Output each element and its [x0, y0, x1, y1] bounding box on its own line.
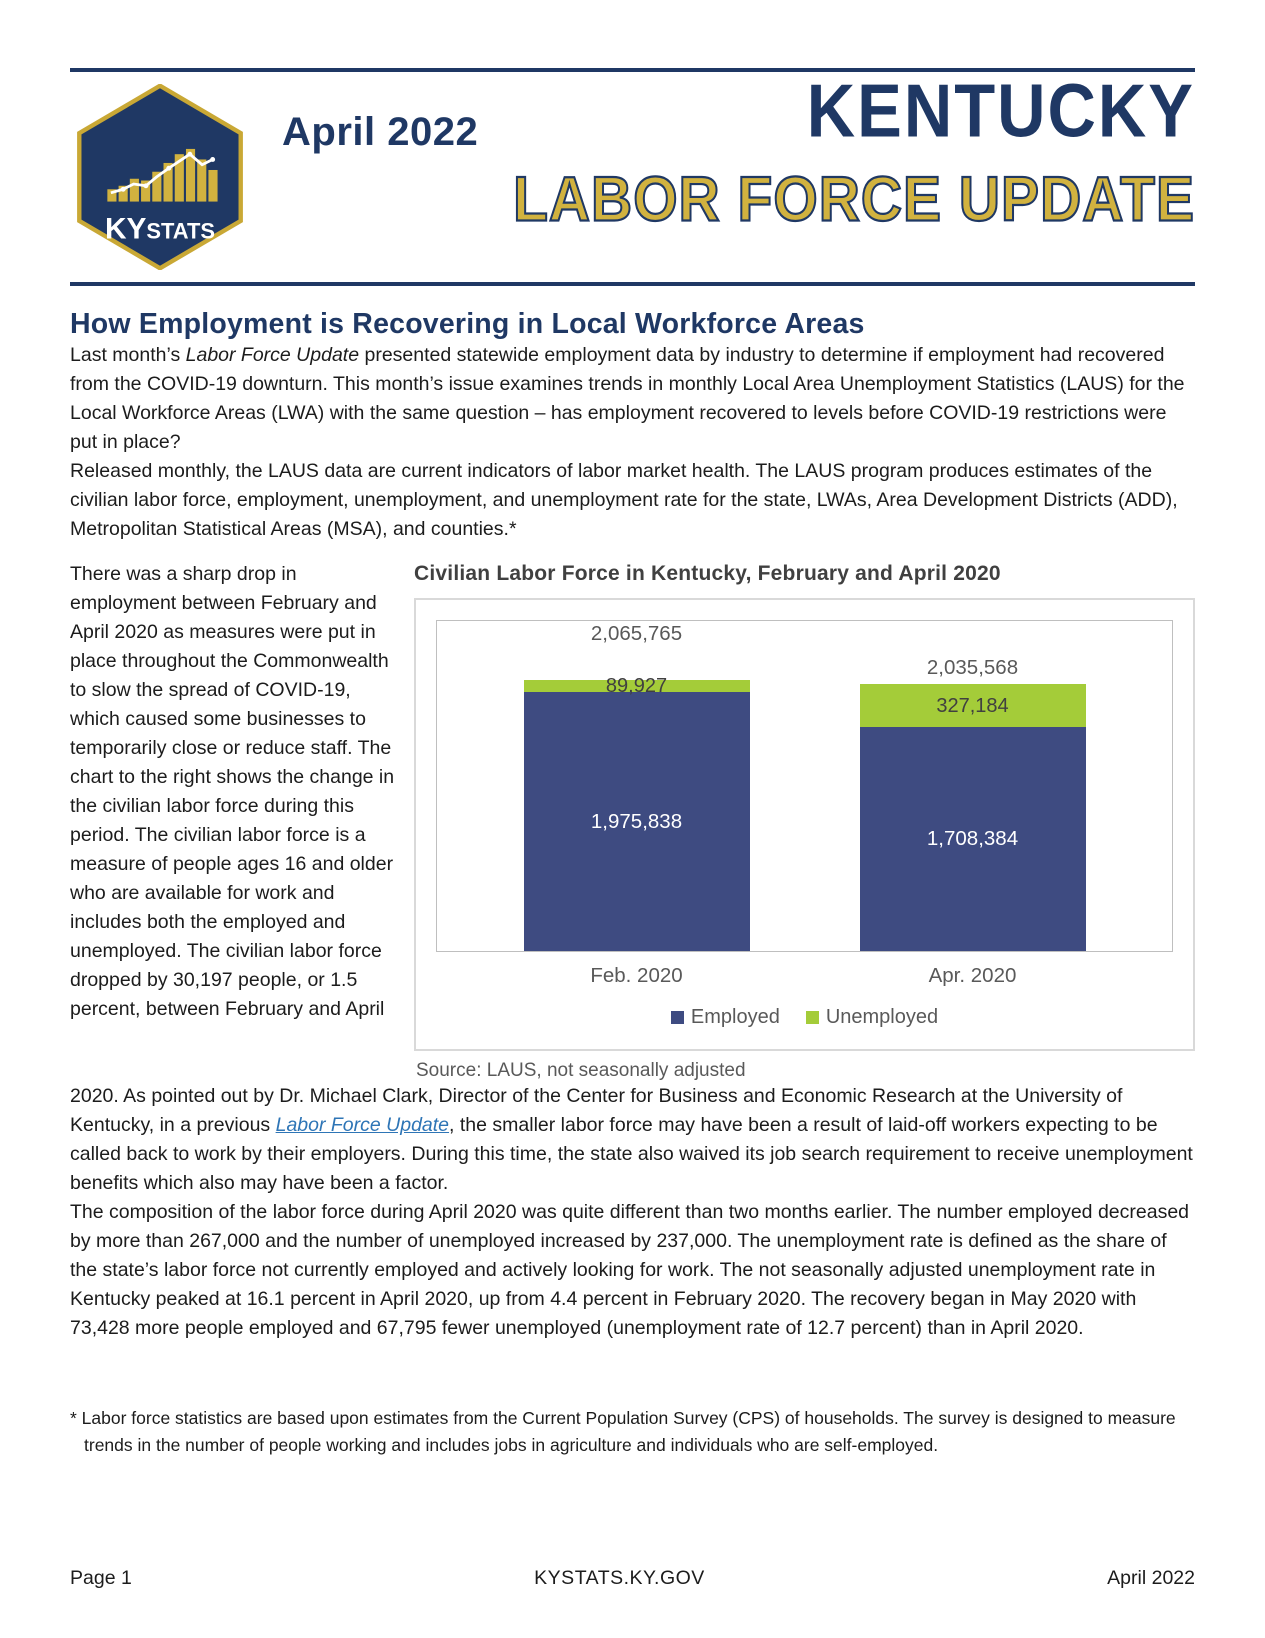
- header-bottom-rule: [70, 282, 1195, 286]
- two-column-block: There was a sharp drop in employment bet…: [70, 560, 1195, 1082]
- label-unemployed-value: 327,184: [936, 694, 1009, 717]
- legend-swatch-unemployed: [805, 1011, 819, 1024]
- x-label-apr: Apr. 2020: [928, 964, 1017, 987]
- logo-bar-chart-icon: [107, 148, 218, 202]
- footer-page-number: Page 1: [70, 1567, 132, 1589]
- plot-area: 2,065,765 89,927 1,975,838 2,035,568 327,184…: [436, 620, 1173, 952]
- legend-item-employed: Employed: [670, 1006, 780, 1029]
- x-label-feb: Feb. 2020: [590, 964, 683, 987]
- footnote: * Labor force statistics are based upon …: [70, 1408, 1176, 1455]
- labor-force-update-italic: Labor Force Update: [185, 344, 360, 366]
- chart-title: Civilian Labor Force in Kentucky, Februa…: [414, 562, 1001, 585]
- issue-date: April 2022: [282, 110, 479, 154]
- paragraph-composition: The composition of the labor force durin…: [70, 1201, 1190, 1339]
- footer-website: KYSTATS.KY.GOV: [534, 1567, 705, 1589]
- newsletter-header: KYSTATS April 2022 KENTUCKY LABOR FORCE …: [70, 72, 1195, 272]
- segment-employed: 1,975,838: [523, 692, 750, 951]
- top-rule: [70, 68, 1195, 72]
- masthead-kentucky: KENTUCKY: [806, 69, 1195, 154]
- chart-block: Civilian Labor Force in Kentucky, Februa…: [410, 560, 1195, 1082]
- segment-unemployed: 327,184: [859, 684, 1086, 727]
- x-axis-labels: Feb. 2020 Apr. 2020: [436, 964, 1173, 988]
- bar-feb-2020: 2,065,765 89,927 1,975,838: [523, 621, 750, 951]
- chart-frame: 2,065,765 89,927 1,975,838 2,035,568 327,184…: [414, 598, 1195, 1051]
- paragraph-intro: Last month’s Labor Force Update presente…: [70, 341, 1195, 457]
- paragraph-clark: 2020. As pointed out by Dr. Michael Clar…: [70, 1082, 1195, 1198]
- section-heading: How Employment is Recovering in Local Wo…: [70, 308, 865, 340]
- label-employed-value: 1,975,838: [590, 809, 683, 833]
- paragraph-clark-pre: 2020. As pointed out by Dr. Michael Clar…: [70, 1085, 1123, 1136]
- logo-trend-line-icon: [110, 151, 216, 195]
- label-total-value: 2,035,568: [926, 656, 1019, 679]
- legend-label-employed: Employed: [690, 1006, 780, 1028]
- label-unemployed-value: 89,927: [605, 675, 668, 697]
- page-footer: Page 1 KYSTATS.KY.GOV April 2022: [70, 1567, 1195, 1590]
- labor-force-update-link[interactable]: Labor Force Update: [275, 1114, 450, 1136]
- legend-swatch-employed: [670, 1011, 684, 1024]
- bar-stack: 89,927 1,975,838: [523, 676, 750, 951]
- chart-source: Source: LAUS, not seasonally adjusted: [416, 1060, 746, 1081]
- label-employed-value: 1,708,384: [926, 827, 1019, 850]
- segment-unemployed: 89,927: [523, 676, 750, 696]
- kystats-logo: KYSTATS: [77, 84, 243, 270]
- paragraph-intro-post: presented statewide employment data by i…: [70, 344, 1185, 453]
- footer-date: April 2022: [1107, 1567, 1195, 1589]
- left-column-text: There was a sharp drop in employment bet…: [70, 563, 395, 1020]
- bar-stack: 327,184 1,708,384: [859, 684, 1086, 951]
- chart-legend: Employed Unemployed: [436, 1006, 1173, 1029]
- masthead-labor-force-update: LABOR FORCE UPDATE: [512, 164, 1195, 235]
- segment-employed: 1,708,384: [859, 727, 1086, 951]
- paragraph-laus: Released monthly, the LAUS data are curr…: [70, 460, 1178, 540]
- paragraph-clark-post: , the smaller labor force may have been …: [70, 1114, 1193, 1194]
- legend-item-unemployed: Unemployed: [805, 1006, 939, 1029]
- paragraph-intro-pre: Last month’s: [70, 344, 186, 366]
- legend-label-unemployed: Unemployed: [825, 1006, 939, 1028]
- logo-wordmark: KYSTATS: [105, 212, 215, 245]
- label-total-value: 2,065,765: [590, 622, 683, 645]
- bar-apr-2020: 2,035,568 327,184 1,708,384: [859, 621, 1086, 951]
- masthead: KENTUCKY LABOR FORCE UPDATE: [425, 69, 1195, 232]
